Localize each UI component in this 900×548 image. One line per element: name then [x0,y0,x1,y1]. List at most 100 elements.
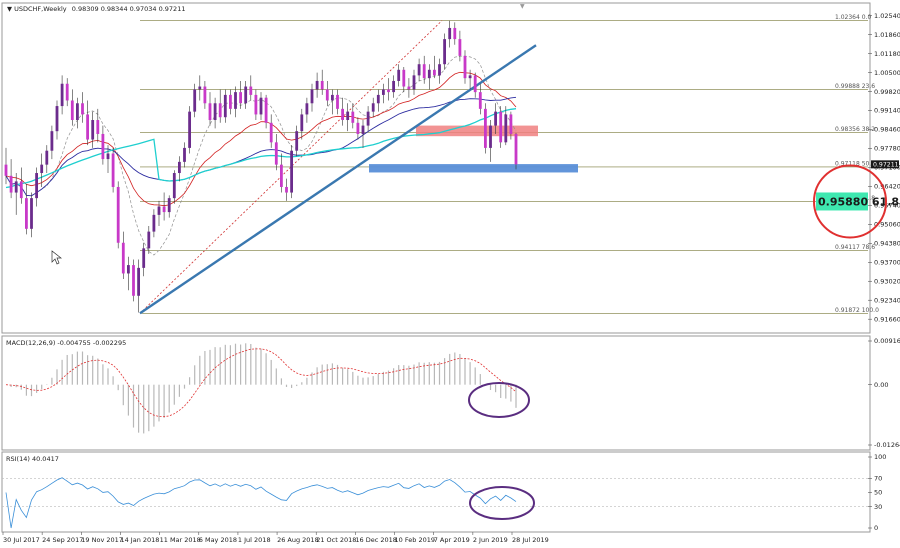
time-tick-label: 30 Jul 2017 [3,536,40,544]
candle [509,111,513,140]
macd-tick-label: 0.00916 [874,337,900,345]
candle [300,108,304,140]
time-tick-label: 16 Dec 2018 [355,536,397,544]
fib-level-label: 0.99888 23.6 [835,83,875,90]
candle-body [126,265,130,274]
fib-level-label: 1.02364 0.0 [835,14,871,21]
candle-body [346,111,350,121]
candle-body [448,27,452,40]
candle [239,80,243,109]
candle-body [50,131,54,151]
zone-rectangles[interactable] [369,125,578,173]
price-tick-label: 1.01860 [874,31,900,39]
rsi-tick-label: 50 [874,489,882,497]
candle-body [152,214,156,232]
candle [269,114,273,148]
candle [499,106,503,148]
candle-body [208,103,212,121]
candle [55,100,59,140]
candle-body [325,89,329,101]
candle [279,153,283,193]
candle [259,92,263,121]
rsi-circle-purple [469,486,535,520]
candle-body [499,111,503,143]
candle [40,153,44,187]
candle-body [458,39,462,56]
price-tick-label: 0.95740 [874,202,900,210]
candle-body [213,103,217,121]
resistance-zone [416,125,538,137]
rsi-axis: 100 70 50 30 0 [868,453,886,532]
candle [218,89,222,123]
candle [392,75,396,98]
trendlines[interactable] [139,44,537,315]
candle [330,89,334,115]
candle-body [259,97,263,115]
candle [162,192,166,221]
candle [361,120,365,148]
rsi-panel[interactable] [1,451,871,533]
candle [310,83,314,112]
candle-body [478,92,482,109]
candle-body [494,111,498,126]
candle-body [249,86,253,95]
candle-body [468,75,472,79]
candle [30,192,33,238]
highlight-circle-red [813,164,887,239]
candle-body [96,120,100,134]
macd-panel[interactable] [1,335,871,451]
candle-body [376,94,380,104]
candle [346,103,350,132]
candle-body [463,55,467,79]
candle [75,97,79,129]
candle-body [177,161,181,174]
candle [483,103,487,154]
price-tick-label: 0.96420 [874,183,900,191]
price-tick-label: 0.92340 [874,296,900,304]
candle [111,147,115,193]
candle [60,75,64,115]
candle-body [198,86,202,90]
candle [24,184,28,235]
price-tick-label: 0.93020 [874,277,900,285]
candle-body [274,142,278,165]
candle-body [172,173,176,199]
candle-body [366,111,370,126]
symbol-text: USDCHF,Weekly [14,5,67,13]
candle [315,72,319,98]
price-tick-label: 1.00500 [874,69,900,77]
scroll-marker-icon[interactable]: ▼ [520,3,525,10]
candle [142,242,146,277]
rsi-tick-label: 70 [874,475,882,483]
macd-tick-label: 0.00 [874,381,888,389]
rsi-line [5,477,517,529]
candle-body [351,111,355,123]
candle-body [341,108,345,121]
candle [427,64,431,90]
candle [463,50,467,84]
candle [478,83,482,115]
candle-body [483,108,487,148]
candle-body [407,86,411,90]
candle-body [310,89,314,104]
candle [35,167,39,207]
candle [422,55,426,84]
time-tick-label: 14 Jan 2018 [120,536,159,544]
price-tick-label: 0.98460 [874,126,900,134]
time-tick-label: 21 Oct 2018 [316,536,356,544]
macd-series [5,343,517,434]
candle-body [228,94,232,109]
candle-body [65,83,69,101]
fibonacci-retracement[interactable]: 1.02364 0.0 0.99888 23.6 0.98356 38.2 0.971… [139,14,879,314]
fib-level-label: 0.91872 100.0 [835,307,879,314]
candle [274,133,278,171]
candle [126,256,130,291]
ma-red-line [5,71,517,207]
symbol-arrow-icon: ▼ [7,5,14,13]
candle [514,132,518,170]
annotation-circles[interactable] [468,164,887,520]
time-tick-label: 28 Jul 2019 [512,536,549,544]
candle [397,64,401,87]
